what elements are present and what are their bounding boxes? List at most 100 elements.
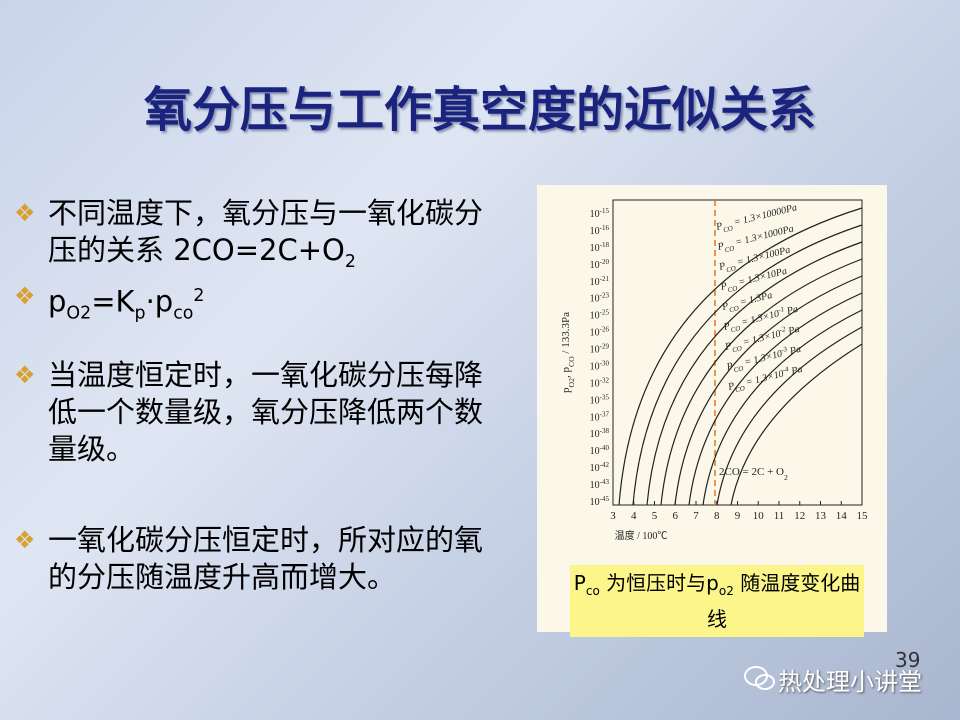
text-run: -38	[600, 427, 610, 435]
x-tick-label: 11	[774, 510, 785, 522]
text-run: p	[48, 284, 67, 319]
text-run: 10	[590, 429, 600, 440]
text-run: CO	[733, 364, 744, 374]
curve	[702, 309, 863, 506]
text-run: -18	[600, 241, 610, 249]
x-tick-label: 10	[753, 510, 765, 522]
x-tick-label: 15	[857, 510, 869, 522]
text-run: 2CO = 2C + O	[719, 466, 784, 478]
text-run: -21	[600, 275, 610, 283]
text-run: =K	[91, 284, 135, 319]
text-run: 10	[590, 412, 600, 423]
text-run: P	[726, 381, 736, 393]
bullet: 一氧化碳分压恒定时，所对应的氧的分压随温度升高而增大。	[14, 522, 500, 596]
text-run: CO	[724, 244, 735, 254]
text-run: CO	[725, 264, 736, 274]
x-tick-label: 12	[794, 510, 805, 522]
figure	[537, 185, 887, 632]
y-tick-label: 10-15	[590, 207, 610, 220]
text-run: 不同温度下，氧分压与一氧化碳分压的关系 2CO=2C+O	[48, 196, 484, 267]
text-run: -1	[777, 305, 785, 314]
curve	[632, 224, 863, 506]
y-tick-label: 10-37	[590, 410, 610, 423]
y-tick-label: 10-25	[590, 309, 610, 322]
text-run: 10	[590, 463, 600, 474]
curve	[618, 207, 863, 506]
text-run: -2	[779, 325, 787, 334]
text-run: 10	[590, 345, 600, 356]
curve	[688, 292, 863, 506]
text-run: CO	[731, 344, 742, 354]
text-run: -15	[600, 207, 610, 215]
text-run: 2	[784, 473, 788, 482]
slide-title: 氧分压与工作真空度的近似关系	[143, 82, 816, 138]
y-tick-label: 10-42	[590, 461, 610, 474]
y-tick-label: 10-35	[590, 393, 610, 406]
text-run: O2	[66, 303, 92, 324]
text-run: 10	[590, 226, 600, 237]
text-run: co	[173, 303, 194, 324]
y-tick-label: 10-21	[590, 275, 610, 288]
text-run: Pa	[783, 304, 799, 318]
text-run: Pa	[788, 364, 804, 378]
text-run: / 133.3Pa	[560, 312, 572, 356]
text-run: CO	[567, 356, 576, 367]
text-run: 10	[590, 361, 600, 372]
y-tick-label: 10-18	[590, 241, 610, 254]
text-run: -43	[600, 478, 610, 486]
text-run: P	[720, 301, 730, 313]
text-run: CO	[728, 304, 739, 314]
text-run: 10	[590, 395, 600, 406]
text-run: CO	[730, 324, 741, 334]
text-run: -32	[600, 376, 610, 384]
x-tick-label: 8	[714, 510, 720, 522]
text-run: p	[134, 303, 146, 324]
y-tick-label: 10-16	[590, 224, 610, 237]
x-tick-label: 3	[610, 510, 616, 522]
text-run: CO	[722, 224, 733, 234]
bullet: pO2=Kp·pco2	[14, 278, 500, 332]
y-tick-label: 10-30	[590, 359, 610, 372]
text-run: -3	[780, 345, 788, 354]
y-tick-label: 10-38	[590, 427, 610, 440]
wechat-icon	[744, 666, 775, 690]
y-tick-label: 10-40	[590, 444, 610, 457]
text-run: -45	[600, 495, 610, 503]
y-tick-label: 10-20	[590, 258, 610, 271]
caption: Pco 为恒压时与po2 随温度变化曲线	[570, 565, 864, 637]
curve	[674, 275, 863, 506]
curve	[660, 258, 863, 506]
curve	[716, 326, 863, 506]
y-tick-label: 10-32	[590, 376, 610, 389]
bullet: 当温度恒定时，一氧化碳分压每降低一个数量级，氧分压降低两个数量级。	[14, 357, 500, 468]
text-run: o2	[718, 584, 734, 598]
text-run: 10	[590, 446, 600, 457]
text-run: 10	[590, 311, 600, 322]
text-run: -16	[600, 224, 610, 232]
text-run: P	[722, 321, 732, 333]
text-run: -37	[600, 410, 610, 418]
text-run: ·p	[145, 284, 174, 319]
bullet: 不同温度下，氧分压与一氧化碳分压的关系 2CO=2C+O2	[14, 195, 500, 281]
text-run: P	[719, 281, 729, 293]
text-run: Pa	[786, 344, 802, 358]
x-tick-label: 13	[815, 510, 827, 522]
x-tick-label: 5	[652, 510, 658, 522]
text-run: -26	[600, 326, 610, 334]
text-run: P	[716, 241, 726, 253]
text-run: , p	[560, 367, 572, 379]
y-axis-label: pO2, pCO / 133.3Pa	[560, 312, 576, 393]
text-run: 10	[590, 328, 600, 339]
annotation: 2CO = 2C + O2	[719, 466, 788, 482]
text-run: 2	[193, 286, 205, 306]
text-run: -30	[600, 359, 610, 367]
page-number: 39	[895, 648, 921, 672]
text-run: 10	[590, 209, 600, 220]
watermark: 热处理小讲堂	[778, 668, 922, 696]
x-tick-label: 9	[735, 510, 741, 522]
text-run: P	[573, 571, 586, 595]
y-tick-label: 10-45	[590, 495, 610, 508]
text-run: = 1.3×10Pa	[735, 266, 788, 289]
text-run: p	[560, 387, 572, 393]
